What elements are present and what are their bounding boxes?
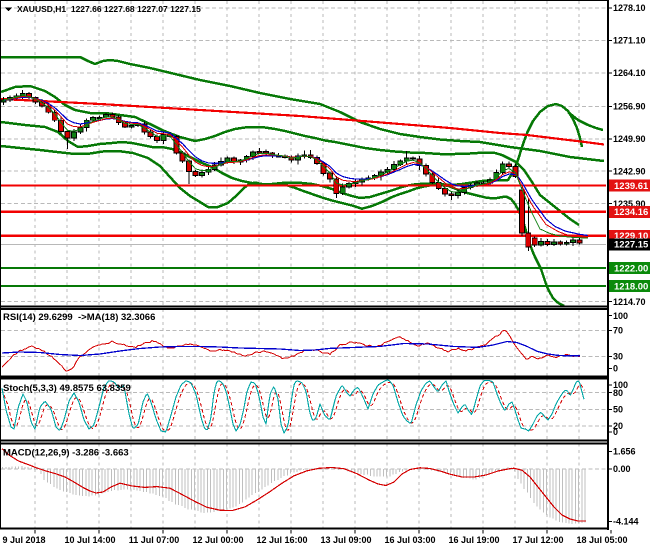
svg-text:1235.90: 1235.90 [613,199,646,209]
svg-text:1234.16: 1234.16 [614,207,648,218]
svg-text:1214.70: 1214.70 [613,297,646,307]
svg-text:13 Jul 09:00: 13 Jul 09:00 [320,535,371,545]
svg-text:0: 0 [613,427,618,437]
svg-text:80: 80 [613,388,623,398]
svg-text:1278.10: 1278.10 [613,3,646,13]
svg-text:16 Jul 03:00: 16 Jul 03:00 [384,535,435,545]
svg-text:9 Jul 2018: 9 Jul 2018 [2,535,45,545]
svg-text:1227.15: 1227.15 [614,240,649,251]
svg-text:1249.90: 1249.90 [613,134,646,144]
svg-text:10 Jul 14:00: 10 Jul 14:00 [64,535,115,545]
svg-text:50: 50 [613,405,623,415]
svg-text:XAUUSD,H1 1227.66 1227.68 122: XAUUSD,H1 1227.66 1227.68 1227.07 1227.1… [17,4,201,14]
svg-text:20: 20 [613,421,623,431]
svg-text:1222.00: 1222.00 [614,263,648,274]
svg-text:70: 70 [613,326,623,336]
svg-text:100: 100 [613,311,628,321]
svg-text:16 Jul 19:00: 16 Jul 19:00 [448,535,499,545]
svg-text:18 Jul 05:00: 18 Jul 05:00 [576,535,627,545]
svg-text:0: 0 [613,364,618,374]
svg-text:100: 100 [613,380,628,390]
svg-text:30: 30 [613,351,623,361]
svg-text:1264.10: 1264.10 [613,68,646,78]
svg-text:17 Jul 12:00: 17 Jul 12:00 [512,535,563,545]
svg-text:1271.10: 1271.10 [613,36,646,46]
svg-text:1229.10: 1229.10 [614,231,648,242]
svg-text:11 Jul 07:00: 11 Jul 07:00 [129,535,180,545]
svg-text:-4.144: -4.144 [613,516,639,526]
svg-text:MACD(12,26,9) -3.286 -3.663: MACD(12,26,9) -3.286 -3.663 [3,448,129,459]
svg-text:12 Jul 00:00: 12 Jul 00:00 [192,535,243,545]
svg-text:RSI(14) 29.6299 ->MA(18) 32.3: RSI(14) 29.6299 ->MA(18) 32.3066 [3,312,155,323]
svg-text:1242.90: 1242.90 [613,166,646,176]
svg-text:1256.90: 1256.90 [613,101,646,111]
svg-text:1.656: 1.656 [613,446,636,456]
svg-text:0.00: 0.00 [613,464,631,474]
svg-text:12 Jul 16:00: 12 Jul 16:00 [256,535,307,545]
svg-text:1218.00: 1218.00 [614,281,648,292]
svg-text:1239.61: 1239.61 [614,181,649,192]
svg-text:Stoch(5,3,3) 49.8575 63.8359: Stoch(5,3,3) 49.8575 63.8359 [3,383,131,394]
